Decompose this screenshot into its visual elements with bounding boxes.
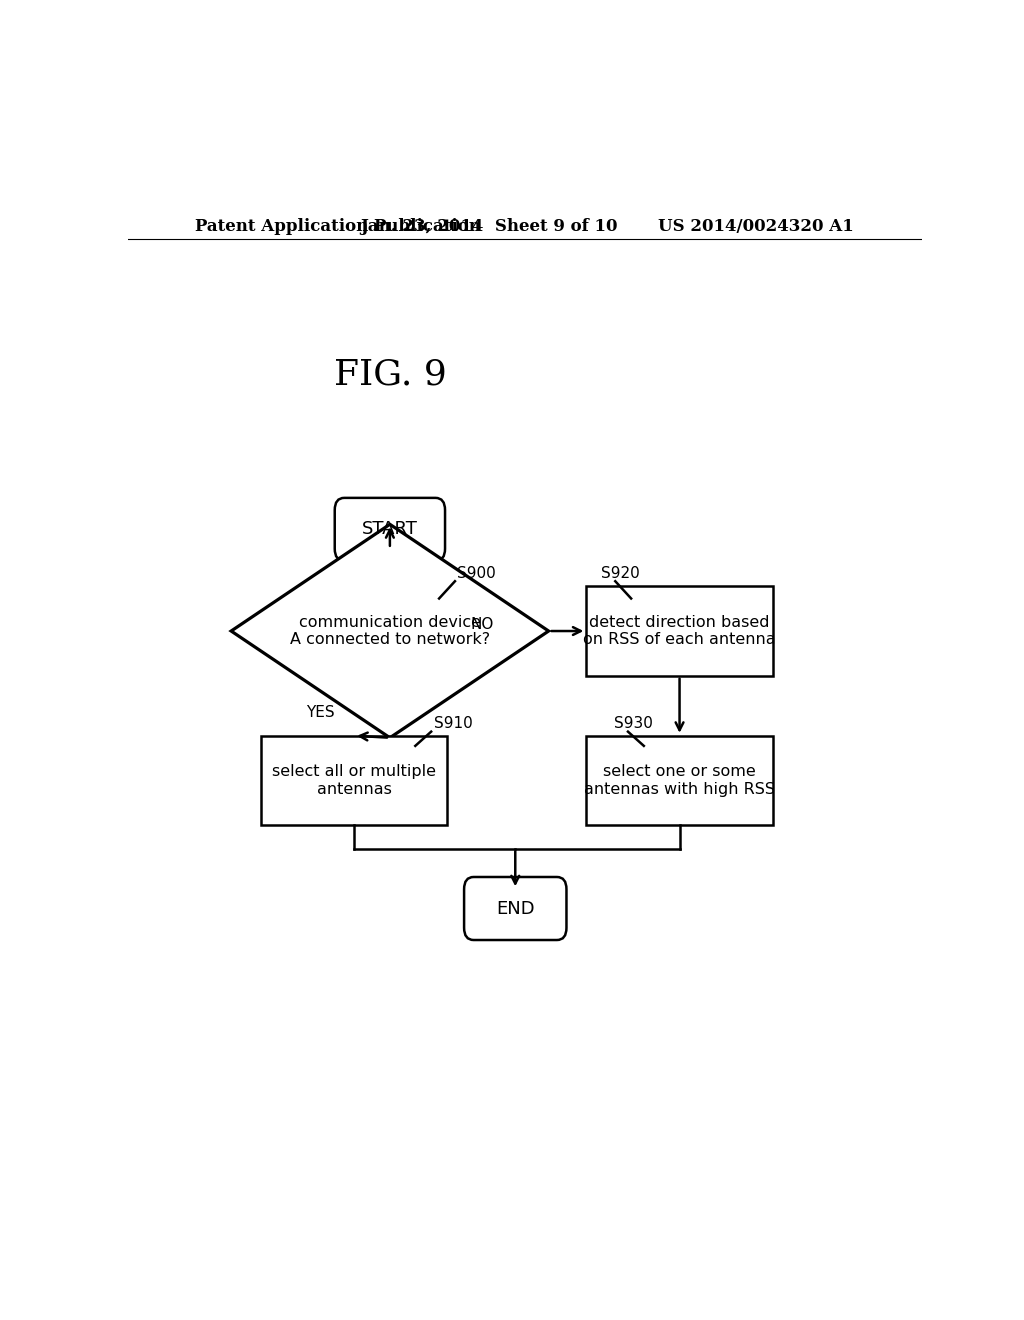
- Text: detect direction based
on RSS of each antenna: detect direction based on RSS of each an…: [584, 615, 776, 647]
- Text: END: END: [496, 899, 535, 917]
- Bar: [587, 586, 773, 676]
- Text: S930: S930: [613, 715, 652, 731]
- FancyBboxPatch shape: [464, 876, 566, 940]
- Text: select one or some
antennas with high RSS: select one or some antennas with high RS…: [584, 764, 775, 797]
- Text: Patent Application Publication: Patent Application Publication: [196, 218, 481, 235]
- Text: S920: S920: [601, 565, 640, 581]
- Text: NO: NO: [471, 618, 495, 632]
- Text: START: START: [361, 520, 418, 539]
- Text: select all or multiple
antennas: select all or multiple antennas: [272, 764, 436, 797]
- Text: YES: YES: [306, 705, 335, 719]
- Bar: [261, 735, 447, 825]
- Text: S900: S900: [458, 565, 496, 581]
- Bar: [587, 735, 773, 825]
- Text: US 2014/0024320 A1: US 2014/0024320 A1: [658, 218, 854, 235]
- FancyBboxPatch shape: [335, 498, 445, 561]
- Text: FIG. 9: FIG. 9: [334, 356, 446, 391]
- Text: Jan. 23, 2014  Sheet 9 of 10: Jan. 23, 2014 Sheet 9 of 10: [360, 218, 617, 235]
- Text: communication device
A connected to network?: communication device A connected to netw…: [290, 615, 489, 647]
- Polygon shape: [231, 524, 549, 738]
- Text: S910: S910: [433, 715, 472, 731]
